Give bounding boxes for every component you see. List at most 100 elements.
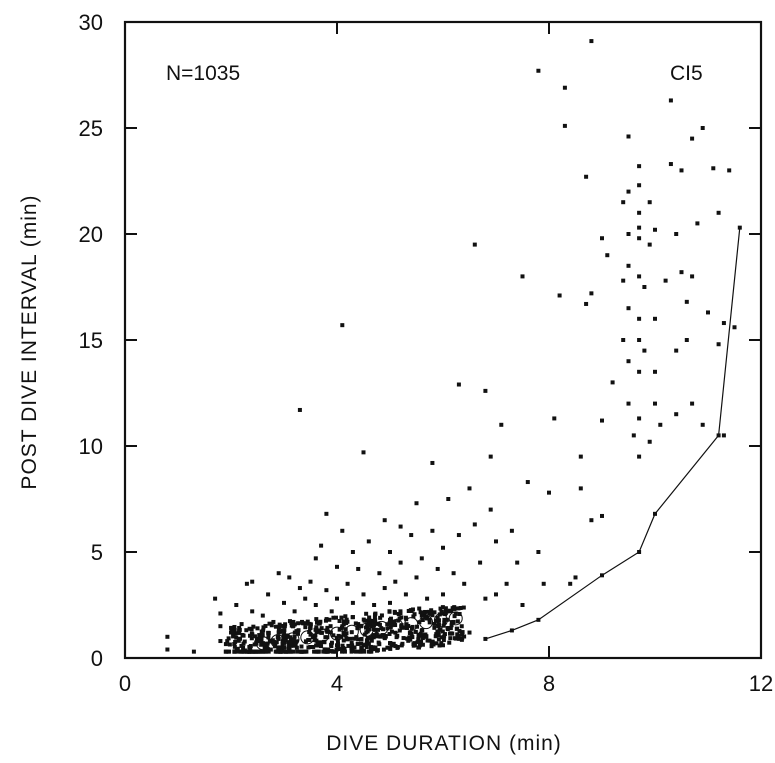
data-point: [343, 633, 348, 638]
data-point: [626, 189, 631, 194]
data-point: [233, 639, 238, 644]
data-point: [626, 359, 631, 364]
data-point: [264, 649, 269, 654]
data-point: [365, 623, 370, 628]
data-point: [520, 603, 525, 607]
data-point: [319, 626, 324, 631]
data-point: [420, 617, 425, 622]
data-point: [382, 586, 387, 591]
data-point: [461, 605, 466, 610]
data-point: [406, 608, 411, 613]
data-point: [226, 636, 231, 641]
data-point: [277, 622, 282, 627]
data-point: [223, 649, 228, 654]
data-point: [307, 621, 312, 626]
data-point: [452, 614, 457, 619]
data-point: [271, 619, 276, 624]
data-point: [419, 613, 424, 618]
line-vertex: [536, 617, 541, 622]
data-point: [241, 641, 246, 646]
data-point: [223, 642, 228, 647]
line-vertex: [737, 225, 742, 230]
y-tick-label: 10: [79, 434, 103, 459]
data-point: [460, 630, 465, 635]
data-point: [354, 635, 359, 640]
data-point: [392, 619, 397, 624]
data-point: [314, 625, 319, 630]
data-point: [416, 634, 421, 639]
data-point: [653, 227, 657, 232]
data-point: [366, 627, 371, 632]
data-point: [350, 615, 355, 620]
data-point: [294, 629, 299, 634]
data-point: [218, 624, 223, 629]
data-point: [287, 646, 292, 651]
data-point: [647, 242, 652, 247]
data-point: [263, 623, 268, 628]
data-point: [367, 615, 372, 620]
data-point: [260, 649, 265, 654]
data-point: [364, 644, 369, 649]
data-point: [381, 627, 386, 632]
data-point: [589, 291, 594, 296]
data-point: [218, 639, 223, 644]
data-point: [525, 480, 530, 485]
lower-bound-line: [485, 227, 741, 640]
data-point: [366, 641, 371, 646]
data-point: [313, 627, 318, 632]
data-point: [425, 638, 430, 643]
data-point: [340, 323, 345, 328]
data-point: [413, 629, 418, 634]
data-point: [353, 621, 358, 626]
data-point: [421, 610, 426, 615]
x-tick-label: 12: [749, 671, 773, 696]
data-point: [329, 649, 334, 654]
data-point: [450, 631, 455, 636]
data-point: [436, 632, 441, 637]
data-point: [374, 632, 379, 637]
data-point: [412, 643, 417, 648]
y-tick-label: 30: [79, 10, 103, 35]
data-point: [401, 636, 406, 641]
data-point: [345, 581, 350, 586]
data-point: [455, 626, 460, 631]
data-point: [483, 388, 488, 393]
data-point: [361, 592, 366, 597]
data-point: [373, 618, 378, 623]
data-point: [436, 629, 441, 634]
data-point: [350, 643, 355, 648]
data-point: [336, 641, 341, 646]
data-point: [296, 621, 301, 626]
data-point: [350, 550, 355, 554]
data-point: [716, 342, 721, 347]
data-point: [447, 640, 452, 645]
data-point: [434, 632, 439, 637]
data-point: [721, 433, 726, 438]
data-point: [462, 581, 467, 586]
data-point: [227, 642, 232, 647]
data-point: [494, 592, 498, 597]
data-point: [552, 416, 557, 421]
data-point: [428, 611, 433, 616]
data-point: [314, 643, 319, 648]
data-point: [244, 581, 249, 586]
data-point: [290, 639, 295, 644]
data-point: [453, 636, 458, 641]
cluster-marker: [419, 615, 434, 630]
data-point: [364, 638, 369, 643]
data-point: [441, 643, 445, 648]
data-point: [311, 644, 316, 649]
data-point: [631, 433, 636, 438]
data-point: [668, 162, 673, 167]
data-point: [260, 613, 265, 618]
data-point: [282, 645, 287, 650]
data-point: [408, 608, 413, 613]
data-point: [663, 278, 668, 283]
data-point: [398, 609, 403, 614]
axis-ticks: [124, 21, 762, 659]
data-point: [366, 539, 371, 544]
data-point: [239, 643, 244, 648]
data-point: [237, 627, 242, 632]
data-point: [247, 626, 252, 631]
data-point: [364, 611, 369, 616]
